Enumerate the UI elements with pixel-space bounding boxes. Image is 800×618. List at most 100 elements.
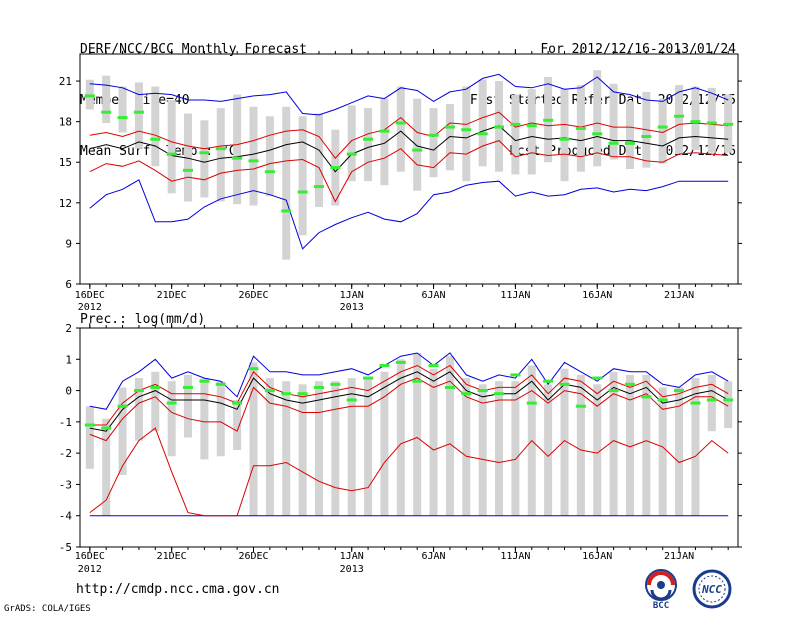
- spread-box: [298, 384, 307, 516]
- spread-box: [642, 374, 651, 516]
- spread-box: [658, 387, 667, 516]
- observed-mark: [543, 379, 554, 383]
- observed-mark: [84, 94, 95, 98]
- maximum-line: [89, 73, 729, 116]
- spread-box: [511, 94, 520, 175]
- observed-mark: [608, 141, 619, 145]
- observed-mark: [297, 392, 308, 396]
- spread-box: [364, 378, 373, 516]
- y-tick-label: 6: [65, 278, 72, 291]
- observed-mark: [379, 364, 390, 368]
- spread-box: [347, 105, 356, 182]
- observed-mark: [641, 395, 652, 399]
- spread-box: [265, 378, 274, 516]
- observed-mark: [657, 125, 668, 129]
- x-tick-label: 26DEC: [238, 290, 268, 301]
- observed-mark: [101, 110, 112, 114]
- observed-mark: [526, 401, 537, 405]
- spread-box: [200, 378, 209, 460]
- observed-mark: [559, 137, 570, 141]
- observed-mark: [379, 129, 390, 133]
- x-tick-label: 21JAN: [664, 551, 694, 562]
- spread-box: [282, 106, 291, 260]
- spread-box: [544, 384, 553, 516]
- spread-box: [184, 374, 193, 438]
- x-tick-year: 2012: [78, 302, 102, 313]
- observed-mark: [117, 404, 128, 408]
- x-tick-label: 21DEC: [157, 551, 187, 562]
- observed-mark: [690, 120, 701, 124]
- observed-mark: [624, 141, 635, 145]
- spread-box: [560, 89, 569, 182]
- observed-mark: [690, 401, 701, 405]
- y-tick-label: 0: [65, 385, 72, 398]
- spread-box: [396, 86, 405, 172]
- ensemble-mean-line: [89, 125, 729, 173]
- observed-mark: [330, 166, 341, 170]
- observed-mark: [281, 209, 292, 213]
- spread-box: [102, 418, 111, 516]
- x-tick-year: 2013: [340, 564, 364, 575]
- plot-frame: [79, 53, 739, 285]
- observed-mark: [248, 367, 259, 371]
- y-tick-label: 2: [65, 322, 72, 335]
- spread-box: [364, 108, 373, 182]
- x-tick-label: 16DEC: [75, 290, 105, 301]
- observed-mark: [477, 132, 488, 136]
- y-tick-label: -1: [59, 416, 72, 429]
- observed-mark: [641, 135, 652, 139]
- y-tick-label: 15: [59, 156, 72, 169]
- observed-mark: [592, 376, 603, 380]
- observed-mark: [248, 159, 259, 163]
- spread-box: [527, 89, 536, 175]
- observed-mark: [494, 125, 505, 129]
- spread-box: [118, 387, 127, 476]
- y-tick-label: 12: [59, 197, 72, 210]
- spread-box: [707, 374, 716, 432]
- x-tick-label: 16JAN: [582, 290, 612, 301]
- spread-box: [249, 106, 258, 206]
- observed-mark: [117, 116, 128, 120]
- observed-mark: [674, 389, 685, 393]
- observed-mark: [412, 148, 423, 152]
- observed-mark: [150, 385, 161, 389]
- observed-mark: [183, 168, 194, 172]
- observed-mark: [215, 147, 226, 151]
- observed-mark: [363, 137, 374, 141]
- observed-mark: [723, 398, 734, 402]
- spread-box: [151, 371, 160, 432]
- observed-mark: [232, 156, 243, 160]
- spread-box: [429, 108, 438, 178]
- observed-mark: [461, 392, 472, 396]
- spread-box: [691, 378, 700, 516]
- ncc-logo-text: NCC: [701, 583, 722, 596]
- observed-mark: [723, 122, 734, 126]
- spread-box: [511, 381, 520, 516]
- observed-mark: [706, 398, 717, 402]
- spread-box: [118, 86, 127, 133]
- observed-mark: [166, 401, 177, 405]
- spread-box: [560, 368, 569, 516]
- spread-box: [429, 368, 438, 516]
- spread-box: [478, 384, 487, 516]
- spread-box: [233, 94, 242, 205]
- observed-mark: [412, 379, 423, 383]
- x-tick-year: 2013: [340, 302, 364, 313]
- observed-mark: [232, 401, 243, 405]
- spread-box: [265, 116, 274, 197]
- observed-mark: [592, 132, 603, 136]
- maximum-line: [89, 352, 729, 410]
- observed-mark: [346, 398, 357, 402]
- spread-box: [249, 362, 258, 516]
- minimum-line: [89, 179, 729, 250]
- spread-box: [495, 381, 504, 516]
- bcc-logo: BCC: [645, 569, 677, 610]
- spread-box: [413, 353, 422, 516]
- spread-box: [625, 374, 634, 516]
- spread-box: [298, 116, 307, 236]
- spread-box: [609, 83, 618, 160]
- plot-frame: [79, 327, 739, 548]
- x-tick-label: 21DEC: [157, 290, 187, 301]
- x-tick-label: 16DEC: [75, 551, 105, 562]
